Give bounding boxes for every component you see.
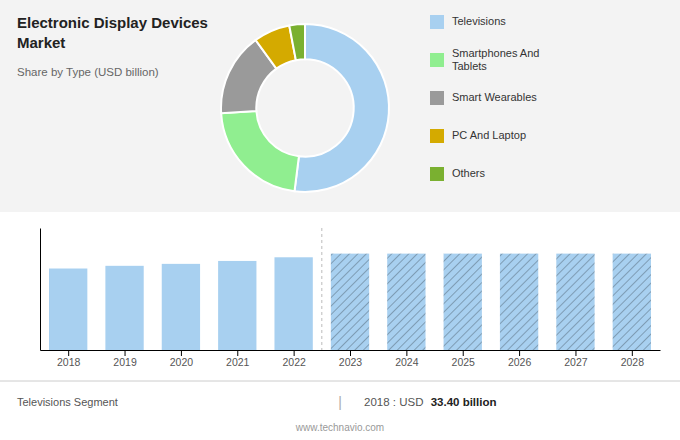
x-tick-mark — [463, 350, 464, 356]
x-tick: 2022 — [282, 350, 306, 368]
x-tick-label: 2027 — [564, 356, 588, 368]
x-tick-label: 2022 — [282, 356, 306, 368]
bar-forecast — [331, 254, 369, 350]
x-tick-mark — [350, 350, 351, 356]
top-panel — [0, 0, 680, 212]
bar — [162, 264, 200, 350]
x-axis: 2018 2019 2020 2021 2022 2023 2024 2025 2026 2027… — [41, 350, 661, 368]
x-tick: 2027 — [564, 350, 588, 368]
x-tick-mark — [406, 350, 407, 356]
text-line: Electronic Display Devices — [17, 14, 208, 31]
x-tick-mark — [125, 350, 126, 356]
bars — [49, 228, 651, 350]
text-line: Smart Wearables — [452, 91, 537, 103]
x-tick-label: 2023 — [339, 356, 363, 368]
x-tick: 2024 — [395, 350, 419, 368]
text-line: PC And Laptop — [452, 129, 526, 141]
legend-swatch — [430, 167, 444, 181]
x-tick-mark — [181, 350, 182, 356]
legend-label: PC And Laptop — [452, 129, 526, 141]
x-tick: 2019 — [113, 350, 137, 368]
x-tick-label: 2020 — [170, 356, 194, 368]
text-line: Tablets — [452, 59, 487, 71]
x-tick: 2018 — [57, 350, 81, 368]
donut — [221, 24, 389, 192]
annotation: www.technavio.com — [295, 422, 384, 433]
y-axis-line — [40, 229, 41, 351]
bar-forecast — [613, 254, 651, 350]
legend-label: Televisions — [452, 15, 506, 27]
legend-label: Smart Wearables — [452, 91, 537, 103]
legend-label: Smartphones AndTablets — [452, 46, 539, 71]
x-tick: 2028 — [621, 350, 645, 368]
legend: Televisions Smartphones AndTablets Smart W… — [430, 15, 539, 181]
y-axis — [40, 229, 41, 351]
x-tick: 2023 — [339, 350, 363, 368]
bar — [105, 266, 143, 350]
slice — [294, 24, 389, 192]
x-tick-label: 2024 — [395, 356, 419, 368]
x-tick: 2020 — [170, 350, 194, 368]
annotation: 33.40 billion — [431, 396, 497, 408]
legend-label: Others — [452, 167, 486, 179]
legend-swatch — [430, 129, 444, 143]
x-tick-label: 2018 — [57, 356, 81, 368]
x-tick-mark — [294, 350, 295, 356]
footer-separator — [0, 381, 680, 382]
annotation: 2018 : USD — [364, 396, 427, 408]
annotation: Televisions Segment — [17, 396, 118, 408]
bar — [49, 269, 87, 350]
x-tick-mark — [68, 350, 69, 356]
text-line: Others — [452, 167, 486, 179]
bar — [274, 257, 312, 350]
x-tick-mark — [237, 350, 238, 356]
bar-forecast — [556, 254, 594, 350]
x-tick-label: 2021 — [226, 356, 250, 368]
slice — [289, 24, 305, 60]
x-tick-mark — [519, 350, 520, 356]
x-tick-label: 2025 — [452, 356, 476, 368]
x-tick: 2021 — [226, 350, 250, 368]
legend-swatch — [430, 91, 444, 105]
bar-forecast — [387, 254, 425, 350]
forecast-divider — [321, 228, 322, 350]
x-tick: 2026 — [508, 350, 532, 368]
legend-swatch — [430, 53, 444, 67]
text-line: Smartphones And — [452, 46, 539, 58]
subtitle: Share by Type (USD billion) — [17, 66, 159, 78]
x-tick-label: 2026 — [508, 356, 532, 368]
bar — [218, 261, 256, 350]
x-tick-label: 2028 — [621, 356, 645, 368]
bar-forecast — [500, 254, 538, 350]
bar-forecast — [444, 254, 482, 350]
chart-root: Electronic Display Devices Market Share by… — [0, 0, 680, 440]
x-tick-mark — [632, 350, 633, 356]
text-line: Market — [17, 34, 65, 51]
x-tick: 2025 — [452, 350, 476, 368]
annotation: | — [338, 394, 342, 410]
title: Electronic Display Devices Market — [17, 14, 208, 51]
slice — [221, 111, 299, 191]
x-tick-mark — [575, 350, 576, 356]
x-tick-label: 2019 — [113, 356, 137, 368]
text-line: Televisions — [452, 15, 506, 27]
legend-swatch — [430, 15, 444, 29]
